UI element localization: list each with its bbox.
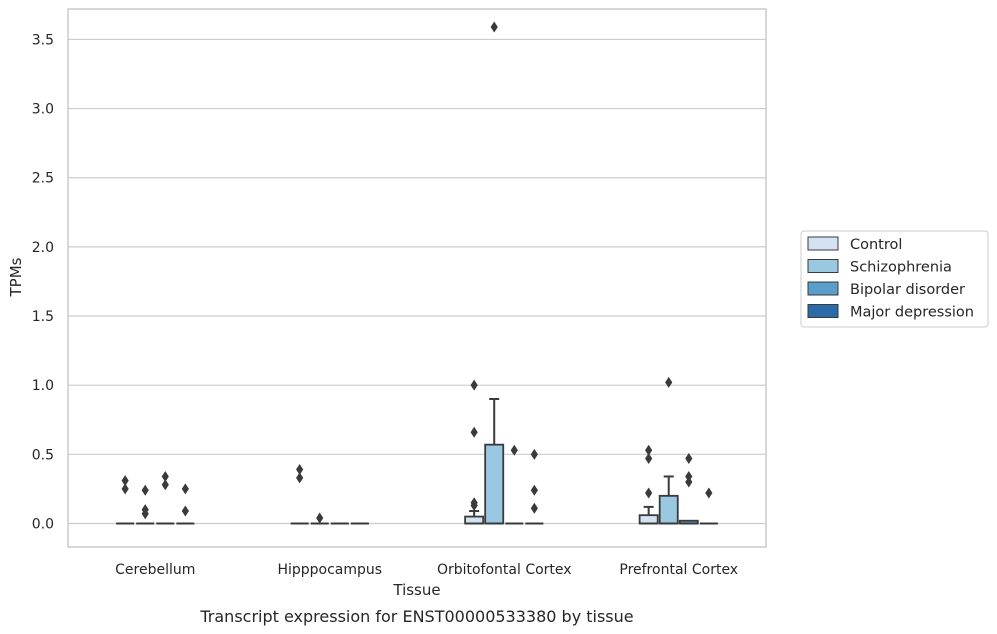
y-tick-label: 2.0 [32,240,54,256]
outlier-point [685,452,693,464]
legend-item: Schizophrenia [807,259,952,276]
x-tick-labels: Cerebellum Hipppocampus Orbitofontal Corte… [115,562,738,578]
outlier-point [685,470,693,482]
legend-items: Control Schizophrenia Bipolar disorder Majo… [807,236,974,321]
x-tick-label: Hipppocampus [277,562,382,578]
outlier-point [530,502,538,514]
box [484,443,505,525]
grid-layer [68,38,766,525]
outlier-point [645,487,653,499]
outlier-point [530,484,538,496]
box-group [699,487,718,525]
outlier-point [470,500,478,512]
outlier-point [141,508,149,520]
legend-item: Bipolar disorder [807,281,965,298]
outlier-point [705,487,713,499]
box-group [484,21,505,525]
y-tick-label: 1.5 [32,309,54,325]
legend-label: Bipolar disorder [850,282,965,298]
chart-caption: Transcript expression for ENST0000053338… [199,607,633,626]
y-tick-label: 1.0 [32,378,54,394]
outlier-point [296,472,304,484]
y-tick-labels: 0.0 0.5 1.0 1.5 2.0 2.5 3.0 3.5 [32,32,54,532]
y-tick-label: 3.5 [32,32,54,48]
outlier-point [296,464,304,476]
legend-label: Control [850,237,902,253]
outlier-point [181,483,189,495]
outlier-point [685,476,693,488]
x-axis-label: Tissue [392,581,440,599]
box [638,514,659,525]
outlier-point [530,448,538,460]
box-group [176,483,195,525]
outlier-point [470,426,478,438]
legend: Control Schizophrenia Bipolar disorder Majo… [800,230,989,328]
box-group [156,470,175,525]
x-tick-label: Cerebellum [115,562,195,578]
box-group [136,484,155,525]
box-group [310,512,329,525]
outlier-point [510,444,518,456]
outlier-point [161,479,169,491]
outlier-point [490,21,498,33]
box-group [505,444,524,525]
outlier-point [141,484,149,496]
plot-frame [67,8,767,548]
legend-item: Major depression [807,304,974,321]
outlier-point [121,475,129,487]
y-axis-label: TPMs [7,257,25,297]
box [658,494,679,525]
legend-label: Schizophrenia [850,260,952,276]
outlier-point [470,379,478,391]
y-tick-label: 3.0 [32,102,54,118]
box [464,515,485,525]
box-group [525,448,544,525]
outlier-point [645,444,653,456]
outlier-point [181,505,189,517]
box-group [658,376,679,525]
y-tick-label: 0.5 [32,447,54,463]
box-group [464,379,485,525]
box-group [678,452,699,525]
box-plot-layer [116,21,718,525]
box-group [290,464,309,525]
box-group [116,475,135,525]
outlier-point [316,512,324,524]
legend-label: Major depression [850,305,974,321]
outlier-point [161,470,169,482]
y-tick-label: 2.5 [32,171,54,187]
outlier-point [121,483,129,495]
legend-swatch [807,259,839,273]
x-tick-label: Orbitofontal Cortex [437,562,572,578]
legend-swatch [807,281,839,296]
x-tick-label: Prefrontal Cortex [619,562,738,578]
box-group [638,444,659,525]
legend-swatch [807,304,839,318]
outlier-point [665,376,673,388]
legend-frame [800,230,989,328]
y-tick-label: 0.0 [32,516,54,532]
legend-swatch [807,236,839,251]
legend-item: Control [807,236,902,253]
outlier-point [645,452,653,464]
